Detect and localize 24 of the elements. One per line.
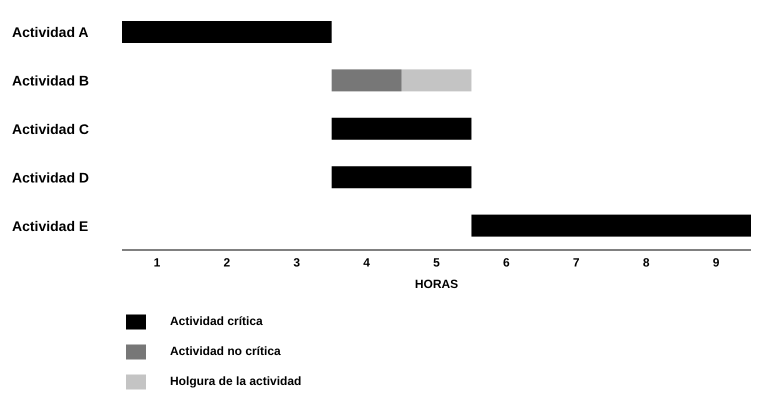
bar bbox=[332, 166, 472, 188]
x-tick-label: 5 bbox=[433, 256, 440, 270]
y-tick-label: Actividad A bbox=[12, 24, 88, 40]
y-tick-label: Actividad E bbox=[12, 218, 88, 234]
x-tick-label: 8 bbox=[642, 256, 650, 270]
x-tick-label: 6 bbox=[503, 256, 510, 270]
x-axis-title: HORAS bbox=[414, 277, 458, 291]
y-tick-label: Actividad C bbox=[12, 121, 90, 137]
x-tick-label: 4 bbox=[363, 256, 370, 270]
legend-label: Actividad crítica bbox=[170, 313, 264, 330]
bar bbox=[332, 69, 402, 92]
x-tick-label: 9 bbox=[712, 256, 720, 270]
bar bbox=[402, 69, 472, 92]
legend-label: Actividad no crítica bbox=[170, 343, 282, 360]
x-tick-label: 1 bbox=[154, 256, 161, 270]
y-tick-label: Actividad D bbox=[12, 169, 90, 186]
x-tick-label: 7 bbox=[572, 256, 580, 270]
x-tick-label: 2 bbox=[223, 256, 230, 270]
y-tick-label: Actividad B bbox=[12, 72, 90, 89]
legend-label: Holgura de la actividad bbox=[170, 373, 302, 390]
bar bbox=[332, 118, 472, 140]
bar bbox=[471, 214, 751, 237]
bar bbox=[122, 21, 332, 43]
x-tick-label: 3 bbox=[293, 256, 300, 270]
